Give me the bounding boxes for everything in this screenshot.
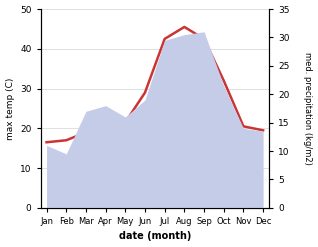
- Y-axis label: med. precipitation (kg/m2): med. precipitation (kg/m2): [303, 52, 313, 165]
- X-axis label: date (month): date (month): [119, 231, 191, 242]
- Y-axis label: max temp (C): max temp (C): [5, 77, 15, 140]
